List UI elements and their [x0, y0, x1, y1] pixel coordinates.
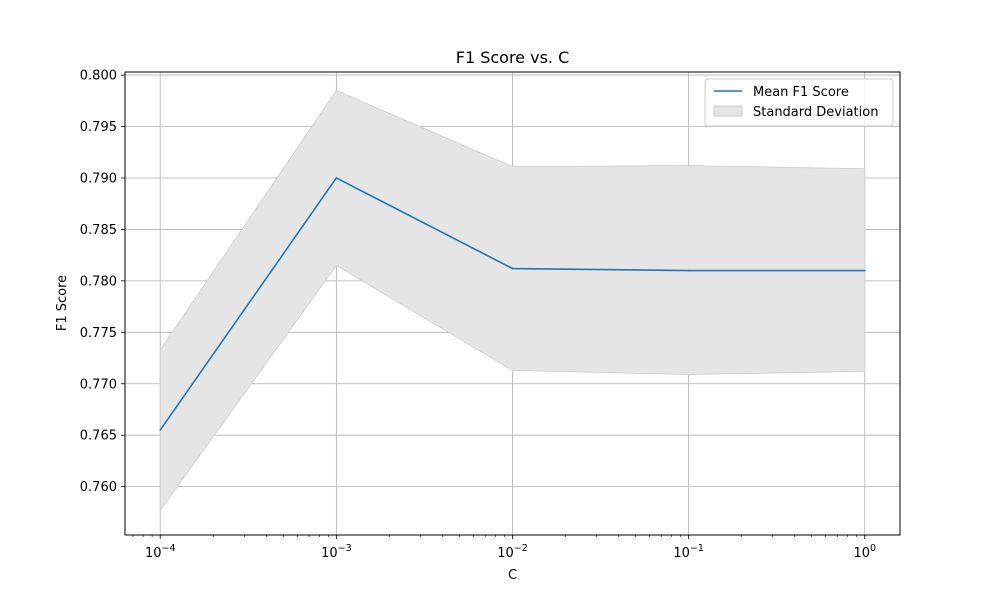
- y-tick-label: 0.795: [80, 120, 117, 135]
- x-tick-label: 10−1: [673, 543, 704, 561]
- y-tick-label: 0.790: [80, 171, 117, 186]
- mean-f1-point: [511, 267, 514, 270]
- x-axis-label: C: [508, 568, 517, 583]
- x-tick-label: 100: [853, 543, 876, 561]
- legend-band-swatch: [713, 105, 743, 117]
- y-tick-label: 0.760: [80, 480, 117, 495]
- std-band: [159, 90, 866, 512]
- legend-label-std: Standard Deviation: [753, 105, 878, 120]
- y-tick-label: 0.785: [80, 223, 117, 238]
- legend-frame: [704, 78, 894, 127]
- legend-label-mean: Mean F1 Score: [753, 85, 849, 100]
- legend: Mean F1 Score Standard Deviation: [704, 78, 894, 127]
- y-tick-label: 0.780: [80, 274, 117, 289]
- y-tick-label: 0.800: [80, 69, 117, 84]
- mean-f1-point: [863, 269, 866, 272]
- chart-title: F1 Score vs. C: [456, 48, 570, 67]
- y-tick-label: 0.765: [80, 429, 117, 444]
- x-tick-label: 10−2: [497, 543, 528, 561]
- mean-f1-point: [335, 177, 338, 179]
- series-layer: [159, 177, 866, 431]
- x-ticks: 10−4 10−3 10−2 10−1 100: [132, 535, 876, 561]
- y-axis-label: F1 Score: [55, 275, 70, 331]
- mean-f1-point: [687, 269, 690, 272]
- y-tick-label: 0.775: [80, 326, 117, 341]
- y-tick-label: 0.770: [80, 377, 117, 392]
- x-tick-label: 10−3: [321, 543, 352, 561]
- x-tick-label: 10−4: [145, 543, 176, 561]
- y-ticks: 0.760 0.765 0.770 0.775 0.780 0.785 0.790 0.795…: [80, 69, 125, 495]
- std-band-layer: [159, 90, 866, 512]
- mean-f1-point: [159, 429, 162, 431]
